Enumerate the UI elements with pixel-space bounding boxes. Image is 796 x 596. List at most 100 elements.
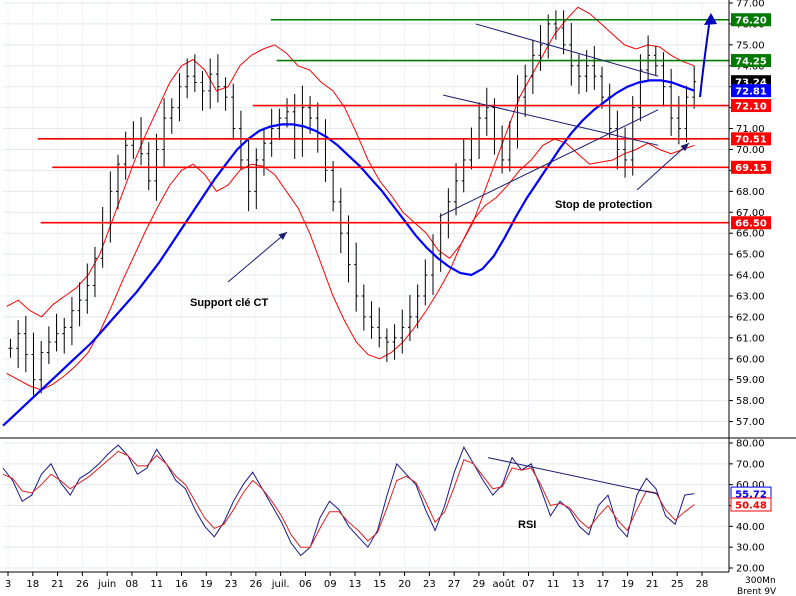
value-tag: 74.25 [731, 54, 771, 67]
tag-label: 72.81 [735, 86, 767, 97]
x-tick-label: 25 [671, 579, 684, 590]
y-tick-label: 59.00 [736, 375, 765, 386]
y-tick-label: 68.00 [736, 187, 765, 198]
y-tick-label: 75.00 [736, 40, 765, 51]
x-tick-label: 07 [522, 579, 535, 590]
tag-label: 69.15 [735, 163, 767, 174]
y-tick-label: 60.00 [736, 354, 765, 365]
footer-instrument: Brent 9V [737, 587, 777, 596]
x-tick-label: 08 [126, 579, 139, 590]
tag-box [731, 216, 771, 230]
y-tick-label: 67.00 [736, 208, 765, 219]
x-tick-label: 28 [696, 579, 709, 590]
x-tick-label: 13 [572, 579, 585, 590]
y-tick-label: 70.00 [736, 459, 765, 470]
x-tick-label: 15 [373, 579, 386, 590]
x-tick-label: 11 [547, 579, 560, 590]
trendline [475, 23, 659, 77]
support-arrow [227, 231, 288, 283]
bollinger-upper [6, 6, 695, 318]
y-tick-label: 60.00 [736, 480, 765, 491]
x-tick-label: août [492, 578, 515, 590]
value-tag: 72.10 [731, 99, 771, 112]
annotation-stop: Stop de protection [555, 199, 652, 211]
value-tag: 69.15 [731, 160, 771, 174]
bollinger-bands [6, 6, 695, 391]
sma-line [2, 79, 695, 427]
tag-label: 50.48 [735, 500, 767, 511]
x-tick-label: 3 [5, 579, 11, 590]
x-tick-label: 20 [398, 579, 411, 590]
tag-label: 70.51 [735, 135, 767, 146]
value-tag: 70.51 [731, 132, 771, 146]
y-tick-label: 77.00 [736, 0, 765, 10]
tag-box [731, 99, 771, 113]
x-tick-label: 27 [448, 579, 461, 590]
x-tick-label: 23 [225, 579, 238, 590]
rsi-trendline [487, 457, 659, 495]
tag-label: 72.10 [735, 101, 767, 112]
moving-average [2, 79, 695, 427]
trendline [443, 94, 659, 146]
x-tick-label: juil. [271, 579, 290, 590]
y-tick-label: 65.00 [736, 250, 765, 261]
y-tick-label: 58.00 [736, 396, 765, 407]
y-tick-label: 61.00 [736, 333, 765, 344]
rsi-series-rsi_signal [2, 450, 695, 548]
stop-arrow [636, 142, 690, 191]
target-arrow [699, 17, 711, 98]
y-tick-label: 30.00 [736, 543, 765, 554]
tag-label: 55.72 [735, 489, 767, 500]
x-tick-label: 26 [76, 579, 89, 590]
y-tick-label: 64.00 [736, 271, 765, 282]
support-arrow-head [278, 232, 287, 241]
x-tick-label: 29 [473, 579, 486, 590]
x-tick-label: 06 [299, 579, 312, 590]
x-tick-label: 17 [596, 579, 609, 590]
x-tick-label: 09 [324, 579, 337, 590]
x-tick-label: 16 [175, 579, 188, 590]
tag-box [731, 13, 771, 27]
tag-label: 73.24 [735, 77, 767, 88]
horizontal-levels [37, 18, 729, 224]
rsi-value-tag: 50.48 [730, 497, 772, 512]
value-tag: 66.50 [731, 216, 771, 230]
value-tag: 72.81 [731, 84, 771, 97]
bollinger-lower [6, 138, 695, 391]
trendline [439, 109, 659, 217]
rsi-grid [3, 442, 727, 569]
rsi-series-rsi [2, 444, 695, 557]
x-tick-label: 19 [621, 579, 634, 590]
target-arrow-head [704, 13, 717, 25]
y-tick-label: 20.00 [736, 564, 765, 575]
x-tick-label: 18 [26, 579, 39, 590]
x-tick-label: 26 [249, 579, 262, 590]
x-tick-label: juin [97, 579, 116, 590]
y-tick-label: 40.00 [736, 522, 765, 533]
annotation-support: Support clé CT [190, 297, 269, 309]
y-tick-label: 70.00 [736, 145, 765, 156]
value-tag: 76.20 [731, 13, 771, 27]
annotations: Support clé CT Stop de protection RSI 30… [190, 199, 777, 596]
tag-box [731, 84, 771, 98]
x-tick-label: 11 [150, 579, 163, 590]
x-tick-label: 19 [200, 579, 213, 590]
x-tick-label: 21 [51, 579, 64, 590]
y-tick-label: 57.00 [736, 417, 765, 428]
x-tick-label: 21 [646, 579, 659, 590]
tag-box [731, 160, 771, 174]
y-tick-label: 80.00 [736, 439, 765, 450]
y-tick-label: 71.00 [736, 124, 765, 135]
rsi-label: RSI [518, 519, 536, 531]
x-tick-label: 13 [349, 579, 362, 590]
footer-interval: 300Mn [745, 576, 776, 586]
tag-label: 66.50 [735, 219, 767, 230]
tag-box [731, 132, 771, 146]
tag-label: 76.20 [735, 16, 767, 27]
trendlines [227, 13, 717, 283]
tag-box [730, 497, 772, 512]
rsi-panel [2, 444, 695, 557]
y-tick-label: 62.00 [736, 312, 765, 323]
